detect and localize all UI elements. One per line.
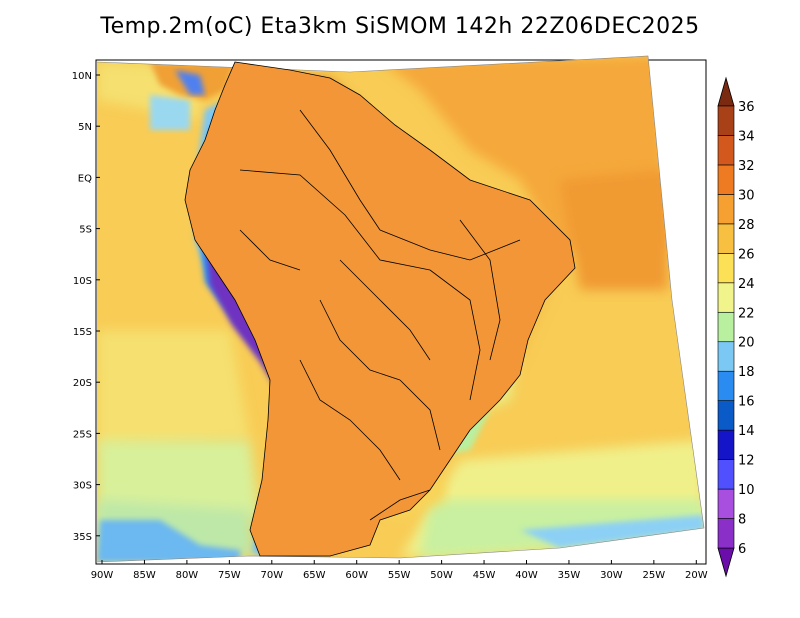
colorbar-label: 10	[738, 483, 755, 498]
lon-tick-label: 85W	[133, 570, 156, 581]
lat-tick-label: EQ	[78, 173, 92, 184]
colorbar-segment	[717, 194, 735, 225]
lon-tick-label: 90W	[91, 570, 114, 581]
colorbar-label: 24	[738, 277, 755, 292]
latitude-axis: 10N 5N EQ 5S 10S 15S 20S 25S 30S 35S	[72, 71, 100, 543]
lon-tick-label: 55W	[388, 570, 411, 581]
colorbar-segment	[717, 135, 735, 166]
colorbar-segment	[717, 400, 735, 431]
colorbar-min-arrow	[717, 547, 735, 578]
lat-tick-label: 10S	[73, 276, 92, 287]
political-boundaries	[184, 61, 576, 557]
lat-tick-label: 5N	[78, 122, 92, 133]
colorbar-segment	[717, 105, 735, 136]
colorbar-max-arrow	[717, 76, 735, 107]
projection-boundary	[96, 55, 705, 563]
colorbar-segment	[717, 370, 735, 401]
colorbar-label: 34	[738, 129, 755, 144]
lon-tick-label: 65W	[303, 570, 326, 581]
map-title: Temp.2m(oC) Eta3km SiSMOM 142h 22Z06DEC2…	[100, 14, 700, 39]
lon-tick-label: 80W	[176, 570, 199, 581]
colorbar-label: 32	[738, 159, 755, 174]
lon-tick-label: 45W	[473, 570, 496, 581]
colorbar-segment	[717, 459, 735, 490]
lat-tick-label: 20S	[73, 378, 92, 389]
lat-tick-label: 10N	[72, 71, 92, 82]
colorbar-label: 14	[738, 424, 755, 439]
longitude-axis: 90W 85W 80W 75W 70W 65W 60W 55W 50W 45W 40W 35W 30W 2…	[91, 560, 708, 581]
colorbar-label: 18	[738, 365, 755, 380]
colorbar-label: 28	[738, 218, 755, 233]
colorbar-segment	[717, 518, 735, 549]
colorbar-label: 12	[738, 454, 755, 469]
lon-tick-label: 75W	[218, 570, 241, 581]
colorbar-segment	[717, 164, 735, 195]
colorbar-label: 22	[738, 306, 755, 321]
colorbar-segment	[717, 429, 735, 460]
colorbar-segment	[717, 311, 735, 343]
colorbar-label: 30	[738, 188, 755, 203]
colorbar-label: 16	[738, 395, 755, 410]
lat-tick-label: 5S	[79, 225, 92, 236]
colorbar-label: 20	[738, 336, 755, 351]
lat-tick-label: 30S	[73, 481, 92, 492]
lon-tick-label: 25W	[643, 570, 666, 581]
lon-tick-label: 50W	[430, 570, 453, 581]
lon-tick-label: 30W	[600, 570, 623, 581]
lat-tick-label: 25S	[73, 429, 92, 440]
lon-tick-label: 20W	[685, 570, 708, 581]
lon-tick-label: 35W	[558, 570, 581, 581]
lat-tick-label: 35S	[73, 532, 92, 543]
colorbar-segment	[717, 223, 735, 254]
colorbar-segment	[717, 282, 735, 313]
lon-tick-label: 60W	[345, 570, 368, 581]
colorbar-label: 8	[738, 513, 746, 528]
colorbar-label: 36	[738, 100, 755, 115]
colorbar-legend: 6 8 10 12 14 16 18 20 22 24 26 28 30 32 34 36	[717, 76, 755, 578]
lon-tick-label: 70W	[260, 570, 283, 581]
colorbar-segment	[717, 341, 735, 372]
lon-tick-label: 40W	[515, 570, 538, 581]
lat-tick-label: 15S	[73, 327, 92, 338]
colorbar-label: 26	[738, 247, 755, 262]
colorbar-label: 6	[738, 542, 746, 557]
colorbar-segment	[717, 253, 735, 284]
colorbar-segment	[717, 488, 735, 519]
